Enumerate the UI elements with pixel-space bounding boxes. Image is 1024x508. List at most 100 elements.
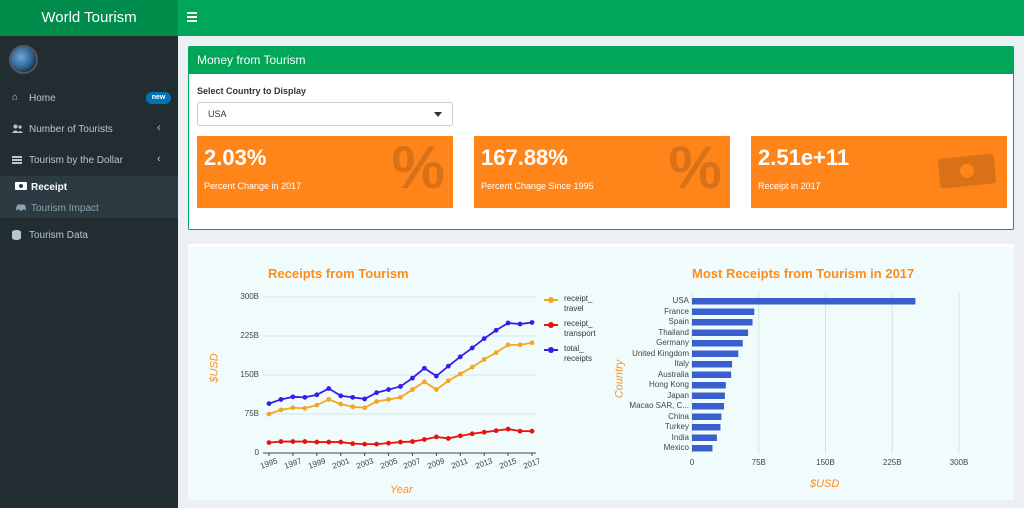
sidebar-item-tourism-data[interactable]: Tourism Data xyxy=(0,220,178,251)
line-chart-y-tick: 300B xyxy=(240,292,259,301)
sidebar-item-number-of-tourists[interactable]: Number of Tourists ‹ xyxy=(0,114,178,145)
data-point xyxy=(445,436,451,441)
data-point xyxy=(398,384,403,389)
data-point xyxy=(278,397,284,402)
bar-chart-category-label: United Kingdom xyxy=(632,348,689,358)
data-point xyxy=(386,387,391,392)
value-box-subtitle: Receipt in 2017 xyxy=(758,181,821,191)
sidebar-item-label: Home xyxy=(29,93,56,104)
bar-chart-category-label: Italy xyxy=(674,359,689,368)
data-point xyxy=(302,394,308,400)
data-point xyxy=(386,440,391,446)
data-point xyxy=(505,426,511,432)
data-point xyxy=(517,428,523,434)
legend-label: receipt_ travel xyxy=(564,294,593,313)
data-point xyxy=(469,431,475,437)
data-point xyxy=(386,397,391,402)
country-select[interactable]: USA xyxy=(197,102,453,126)
bar-chart-category-label: India xyxy=(671,432,689,442)
percent-icon: % xyxy=(668,134,722,201)
charts-panel: Receipts from Tourism $USD Year 0 75B 150B… xyxy=(188,244,1014,500)
data-point xyxy=(314,392,320,398)
bar xyxy=(692,392,725,399)
sidebar-item-tourism-impact[interactable]: Tourism Impact xyxy=(0,198,178,218)
data-point xyxy=(445,378,451,384)
sidebar-item-label: Receipt xyxy=(31,182,68,193)
data-point xyxy=(457,371,463,377)
data-point xyxy=(469,364,475,370)
data-point xyxy=(457,433,463,439)
value-box-percent-change-2017: 2.03% Percent Change in 2017 % xyxy=(197,136,453,208)
data-point xyxy=(326,439,332,445)
data-point xyxy=(350,404,356,410)
data-point xyxy=(529,320,535,325)
sidebar-submenu: Receipt Tourism Impact xyxy=(0,176,178,218)
data-point xyxy=(505,320,511,326)
bar xyxy=(692,350,739,357)
value-box-value: 2.03% xyxy=(204,145,267,170)
data-point xyxy=(278,439,284,444)
sidebar-toggle-icon[interactable] xyxy=(187,11,198,23)
data-point xyxy=(410,375,415,381)
avatar xyxy=(9,45,38,74)
data-point xyxy=(362,441,368,447)
sidebar-item-receipt[interactable]: Receipt xyxy=(0,177,178,197)
data-point xyxy=(278,407,284,413)
bar xyxy=(692,445,713,452)
app-title[interactable]: World Tourism xyxy=(0,0,178,36)
bar-chart-category-label: Thailand xyxy=(658,327,689,337)
line-chart-y-tick: 75B xyxy=(244,409,259,418)
data-point xyxy=(493,428,499,434)
money-bill-icon xyxy=(12,155,22,165)
data-point xyxy=(338,439,344,445)
country-select-value: USA xyxy=(208,109,227,119)
data-point xyxy=(326,386,332,391)
line-chart-y-tick: 150B xyxy=(240,370,259,379)
value-box-subtitle: Percent Change Since 1995 xyxy=(481,181,594,191)
bar-chart-category-label: Japan xyxy=(667,390,689,400)
data-point xyxy=(469,345,475,351)
data-point xyxy=(433,387,439,392)
bar xyxy=(692,403,725,410)
car-icon xyxy=(15,203,27,214)
data-point xyxy=(302,405,308,411)
data-point xyxy=(266,440,272,445)
bar xyxy=(692,382,726,389)
data-point xyxy=(422,365,427,371)
bar xyxy=(692,329,749,336)
data-point xyxy=(302,439,308,444)
value-box-percent-change-since-1995: 167.88% Percent Change Since 1995 % xyxy=(474,136,730,208)
legend-marker xyxy=(548,347,554,353)
data-point xyxy=(350,394,356,400)
bar-chart-category-label: Australia xyxy=(657,369,689,379)
data-point xyxy=(493,350,499,356)
data-point xyxy=(529,428,535,434)
bar xyxy=(692,319,753,326)
legend-label: total_ receipts xyxy=(564,344,593,363)
data-point xyxy=(338,401,344,407)
bar xyxy=(692,340,743,347)
data-point xyxy=(410,439,415,444)
data-point xyxy=(326,397,332,402)
data-point xyxy=(362,405,368,411)
sidebar-item-label: Tourism by the Dollar xyxy=(29,155,123,166)
chevron-left-icon: ‹ xyxy=(157,122,161,134)
sidebar-item-tourism-by-the-dollar[interactable]: Tourism by the Dollar ‹ xyxy=(0,145,178,176)
sidebar-item-home[interactable]: ⌂ Home new xyxy=(0,83,178,114)
caret-down-icon xyxy=(434,112,442,117)
value-box-receipt-2017: 2.51e+11 Receipt in 2017 xyxy=(751,136,1007,208)
top-navbar: World Tourism xyxy=(0,0,1024,36)
data-point xyxy=(398,439,403,445)
value-box-value: 2.51e+11 xyxy=(758,145,850,170)
value-box-value: 167.88% xyxy=(481,145,568,170)
box-title: Money from Tourism xyxy=(189,47,1013,74)
money-bill-icon xyxy=(15,182,27,192)
bar xyxy=(692,308,755,315)
data-point xyxy=(374,390,379,396)
bar xyxy=(692,424,721,431)
bar-chart-x-tick: 225B xyxy=(882,458,902,467)
data-point xyxy=(374,441,379,447)
select-country-label: Select Country to Display xyxy=(197,86,307,96)
bar-chart-category-label: China xyxy=(668,411,689,421)
data-point xyxy=(481,429,487,435)
